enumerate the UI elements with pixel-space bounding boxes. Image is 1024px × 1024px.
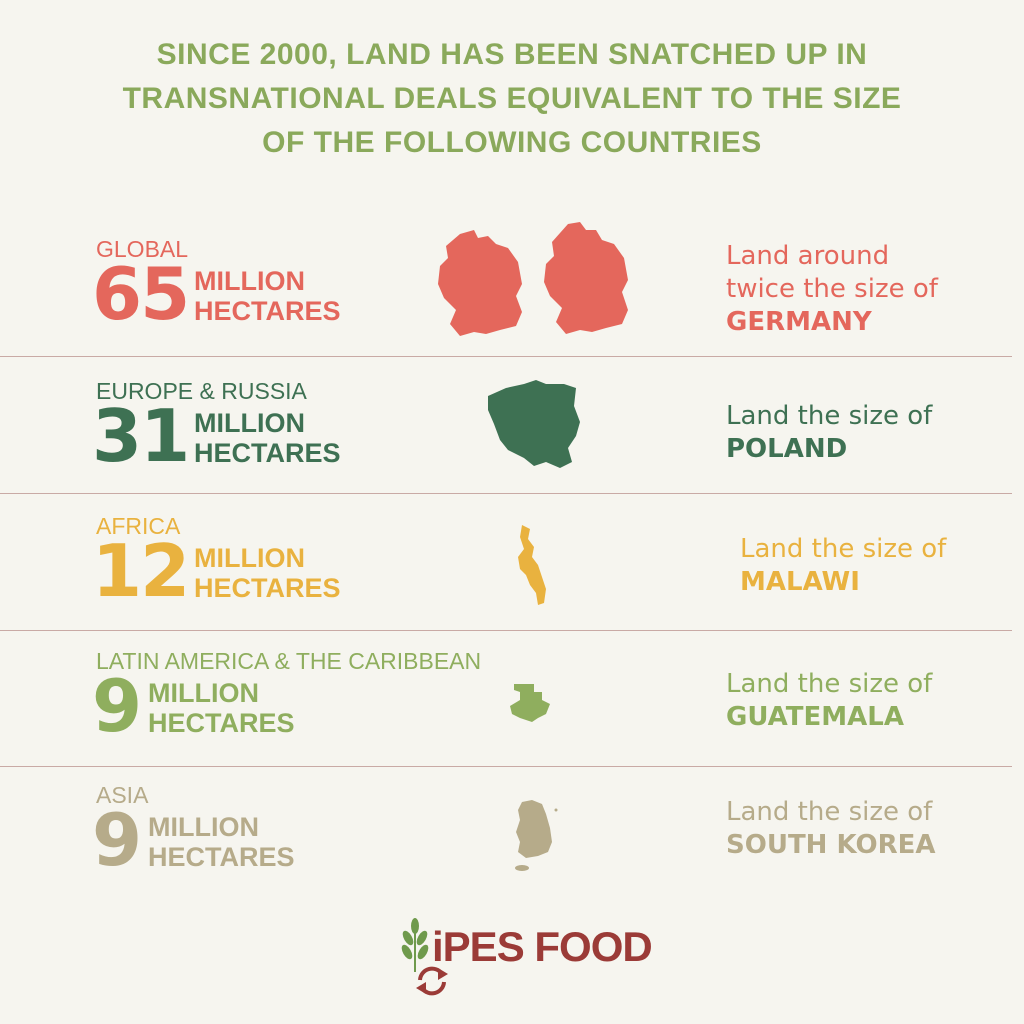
infographic-title: SINCE 2000, LAND HAS BEEN SNATCHED UP IN… bbox=[40, 33, 984, 165]
unit-label: MILLION HECTARES bbox=[194, 408, 341, 468]
row-divider bbox=[0, 766, 1012, 767]
description: Land the size of GUATEMALA bbox=[726, 668, 932, 734]
unit-hectares: HECTARES bbox=[148, 708, 295, 738]
region-label: AFRICA bbox=[96, 513, 181, 539]
unit-label: MILLION HECTARES bbox=[148, 678, 295, 738]
row-asia: ASIA 9 MILLION HECTARES Land the size of… bbox=[0, 782, 1024, 892]
row-divider bbox=[0, 356, 1012, 357]
hectares-number: 12 bbox=[92, 529, 190, 613]
south-korea-map-icon bbox=[515, 800, 558, 871]
row-africa: AFRICA 12 MILLION HECTARES Land the size… bbox=[0, 513, 1024, 629]
region-label: GLOBAL bbox=[96, 236, 189, 262]
hectares-number: 9 bbox=[92, 664, 142, 748]
country-name: SOUTH KOREA bbox=[726, 830, 936, 860]
unit-million: MILLION bbox=[148, 678, 259, 708]
desc-line: Land the size of bbox=[726, 669, 933, 699]
hectares-number: 9 bbox=[92, 798, 142, 882]
unit-million: MILLION bbox=[194, 543, 305, 573]
unit-million: MILLION bbox=[194, 408, 305, 438]
unit-label: MILLION HECTARES bbox=[194, 543, 341, 603]
unit-hectares: HECTARES bbox=[194, 573, 341, 603]
desc-line: Land the size of bbox=[726, 797, 933, 827]
malawi-map-icon bbox=[518, 525, 546, 605]
region-label: EUROPE & RUSSIA bbox=[96, 378, 307, 404]
unit-label: MILLION HECTARES bbox=[148, 812, 295, 872]
country-name: GUATEMALA bbox=[726, 702, 904, 732]
recycle-arrows-icon bbox=[416, 966, 448, 996]
desc-line: Land the size of bbox=[740, 534, 947, 564]
desc-line: Land the size of bbox=[726, 401, 933, 431]
unit-label: MILLION HECTARES bbox=[194, 266, 341, 326]
unit-hectares: HECTARES bbox=[194, 296, 341, 326]
unit-hectares: HECTARES bbox=[148, 842, 295, 872]
country-name: GERMANY bbox=[726, 307, 872, 337]
hectares-number: 65 bbox=[92, 252, 190, 336]
row-europe-russia: EUROPE & RUSSIA 31 MILLION HECTARES Land… bbox=[0, 378, 1024, 492]
row-divider bbox=[0, 630, 1012, 631]
title-line: SINCE 2000, LAND HAS BEEN SNATCHED UP IN bbox=[156, 38, 868, 71]
row-latin-america: LATIN AMERICA & THE CARIBBEAN 9 MILLION … bbox=[0, 648, 1024, 764]
description: Land the size of SOUTH KOREA bbox=[726, 796, 935, 862]
description: Land the size of POLAND bbox=[726, 400, 932, 466]
country-name: POLAND bbox=[726, 434, 848, 464]
wheat-leaf-icon bbox=[401, 918, 429, 972]
region-label: ASIA bbox=[96, 782, 149, 808]
desc-line: twice the size of bbox=[726, 274, 938, 304]
poland-map-icon bbox=[488, 380, 580, 468]
unit-hectares: HECTARES bbox=[194, 438, 341, 468]
unit-million: MILLION bbox=[148, 812, 259, 842]
guatemala-map-icon bbox=[510, 684, 550, 722]
hectares-number: 31 bbox=[92, 394, 190, 478]
region-label: LATIN AMERICA & THE CARIBBEAN bbox=[96, 648, 482, 674]
description: Land around twice the size of GERMANY bbox=[726, 240, 938, 339]
title-line: OF THE FOLLOWING COUNTRIES bbox=[262, 126, 762, 159]
germany-map-icon bbox=[438, 222, 628, 336]
unit-million: MILLION bbox=[194, 266, 305, 296]
ipes-food-logo: iPES FOOD bbox=[398, 918, 653, 998]
logo-text: iPES FOOD bbox=[432, 923, 653, 970]
row-divider bbox=[0, 493, 1012, 494]
description: Land the size of MALAWI bbox=[740, 533, 946, 599]
title-line: TRANSNATIONAL DEALS EQUIVALENT TO THE SI… bbox=[122, 82, 902, 115]
country-name: MALAWI bbox=[740, 567, 860, 597]
row-global: GLOBAL 65 MILLION HECTARES Land around t… bbox=[0, 222, 1024, 356]
desc-line: Land around bbox=[726, 241, 890, 271]
